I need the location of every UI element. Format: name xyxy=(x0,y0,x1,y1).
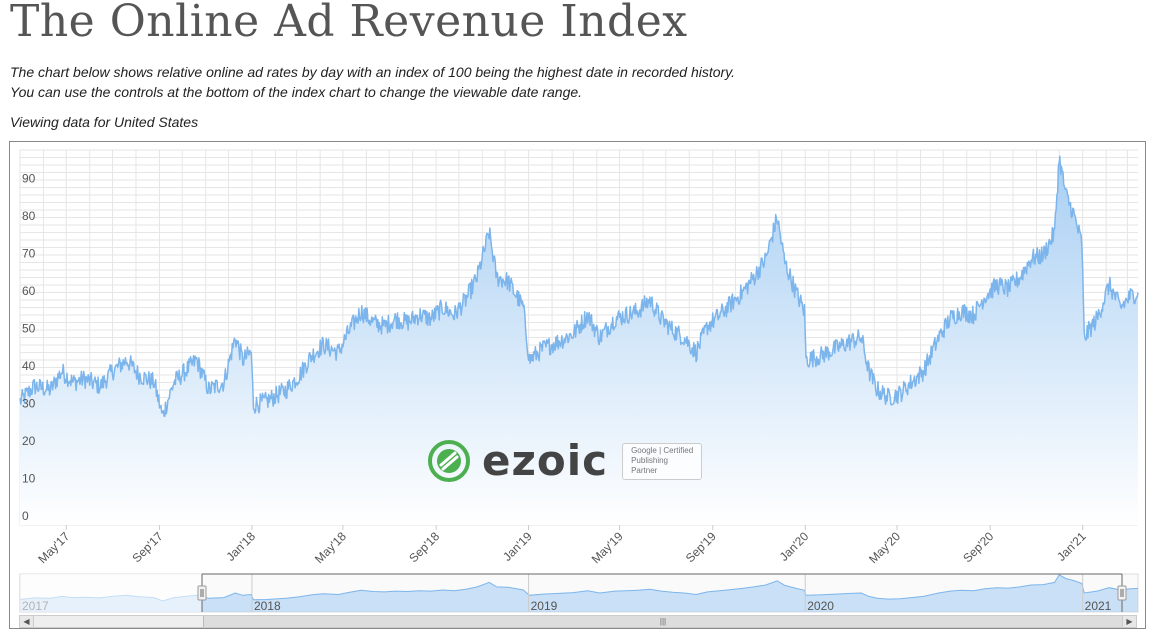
y-tick-label: 60 xyxy=(22,284,36,298)
navigator-handle-right[interactable] xyxy=(1117,585,1127,601)
navigator-area xyxy=(20,574,1138,612)
ezoic-logo-icon xyxy=(428,440,470,482)
x-tick-label: Jan'21 xyxy=(1054,529,1089,564)
y-tick-label: 30 xyxy=(22,397,36,411)
range-scrollbar[interactable]: ◀ ||| ▶ xyxy=(19,615,1137,628)
badge-line-3: Partner xyxy=(631,465,658,475)
chart-svg[interactable]: 0 10 20 30 40 50 60 70 80 90 May'17 Sep'17 Jan'18 May… xyxy=(10,142,1145,628)
navigator-year-label: 2018 xyxy=(254,599,281,613)
y-tick-label: 90 xyxy=(22,172,36,186)
x-tick-label: Jan'20 xyxy=(777,529,812,564)
ezoic-brand-text: ezoic xyxy=(482,436,609,485)
x-tick-label: Jan'18 xyxy=(223,529,258,564)
x-tick-label: Jan'19 xyxy=(500,529,535,564)
viewing-country-label: Viewing data for United States xyxy=(10,114,199,130)
x-tick-label: May'19 xyxy=(589,529,626,566)
x-tick-label: May'18 xyxy=(312,529,349,566)
x-tick-label: Sep'19 xyxy=(683,529,719,565)
badge-line-1: Google | Certified xyxy=(631,445,694,455)
navigator-line xyxy=(19,574,1139,602)
scroll-right-button[interactable]: ▶ xyxy=(1122,616,1136,627)
y-tick-label: 0 xyxy=(22,509,29,523)
description-line-1: The chart below shows relative online ad… xyxy=(10,64,736,80)
y-tick-label: 70 xyxy=(22,247,36,261)
y-tick-label: 80 xyxy=(22,209,36,223)
y-tick-label: 10 xyxy=(22,472,36,486)
series-area xyxy=(20,156,1138,525)
navigator-year-label: 2021 xyxy=(1085,599,1112,613)
navigator-handle-left[interactable] xyxy=(197,585,207,601)
index-chart[interactable]: 0 10 20 30 40 50 60 70 80 90 May'17 Sep'17 Jan'18 May… xyxy=(9,141,1146,629)
x-tick-label: May'17 xyxy=(35,529,72,566)
ezoic-watermark: ezoic Google | Certified Publishing Part… xyxy=(428,436,703,485)
scroll-left-button[interactable]: ◀ xyxy=(20,616,34,627)
badge-line-2: Publishing xyxy=(631,455,668,465)
navigator-year-label: 2020 xyxy=(807,599,834,613)
x-tick-label: Sep'17 xyxy=(130,529,166,565)
y-tick-label: 50 xyxy=(22,322,36,336)
y-tick-label: 40 xyxy=(22,359,36,373)
page-title: The Online Ad Revenue Index xyxy=(10,0,688,47)
description-line-2: You can use the controls at the bottom o… xyxy=(10,84,583,100)
navigator-year-label: 2019 xyxy=(531,599,558,613)
navigator-mask-left xyxy=(20,574,202,612)
x-tick-label: Sep'18 xyxy=(406,529,442,565)
y-tick-label: 20 xyxy=(22,434,36,448)
x-tick-label: Sep'20 xyxy=(960,529,996,565)
x-tick-label: May'20 xyxy=(866,529,903,566)
google-partner-badge: Google | Certified Publishing Partner xyxy=(622,442,703,480)
scrollbar-thumb[interactable]: ||| xyxy=(203,616,1123,627)
series-line xyxy=(19,155,1139,418)
